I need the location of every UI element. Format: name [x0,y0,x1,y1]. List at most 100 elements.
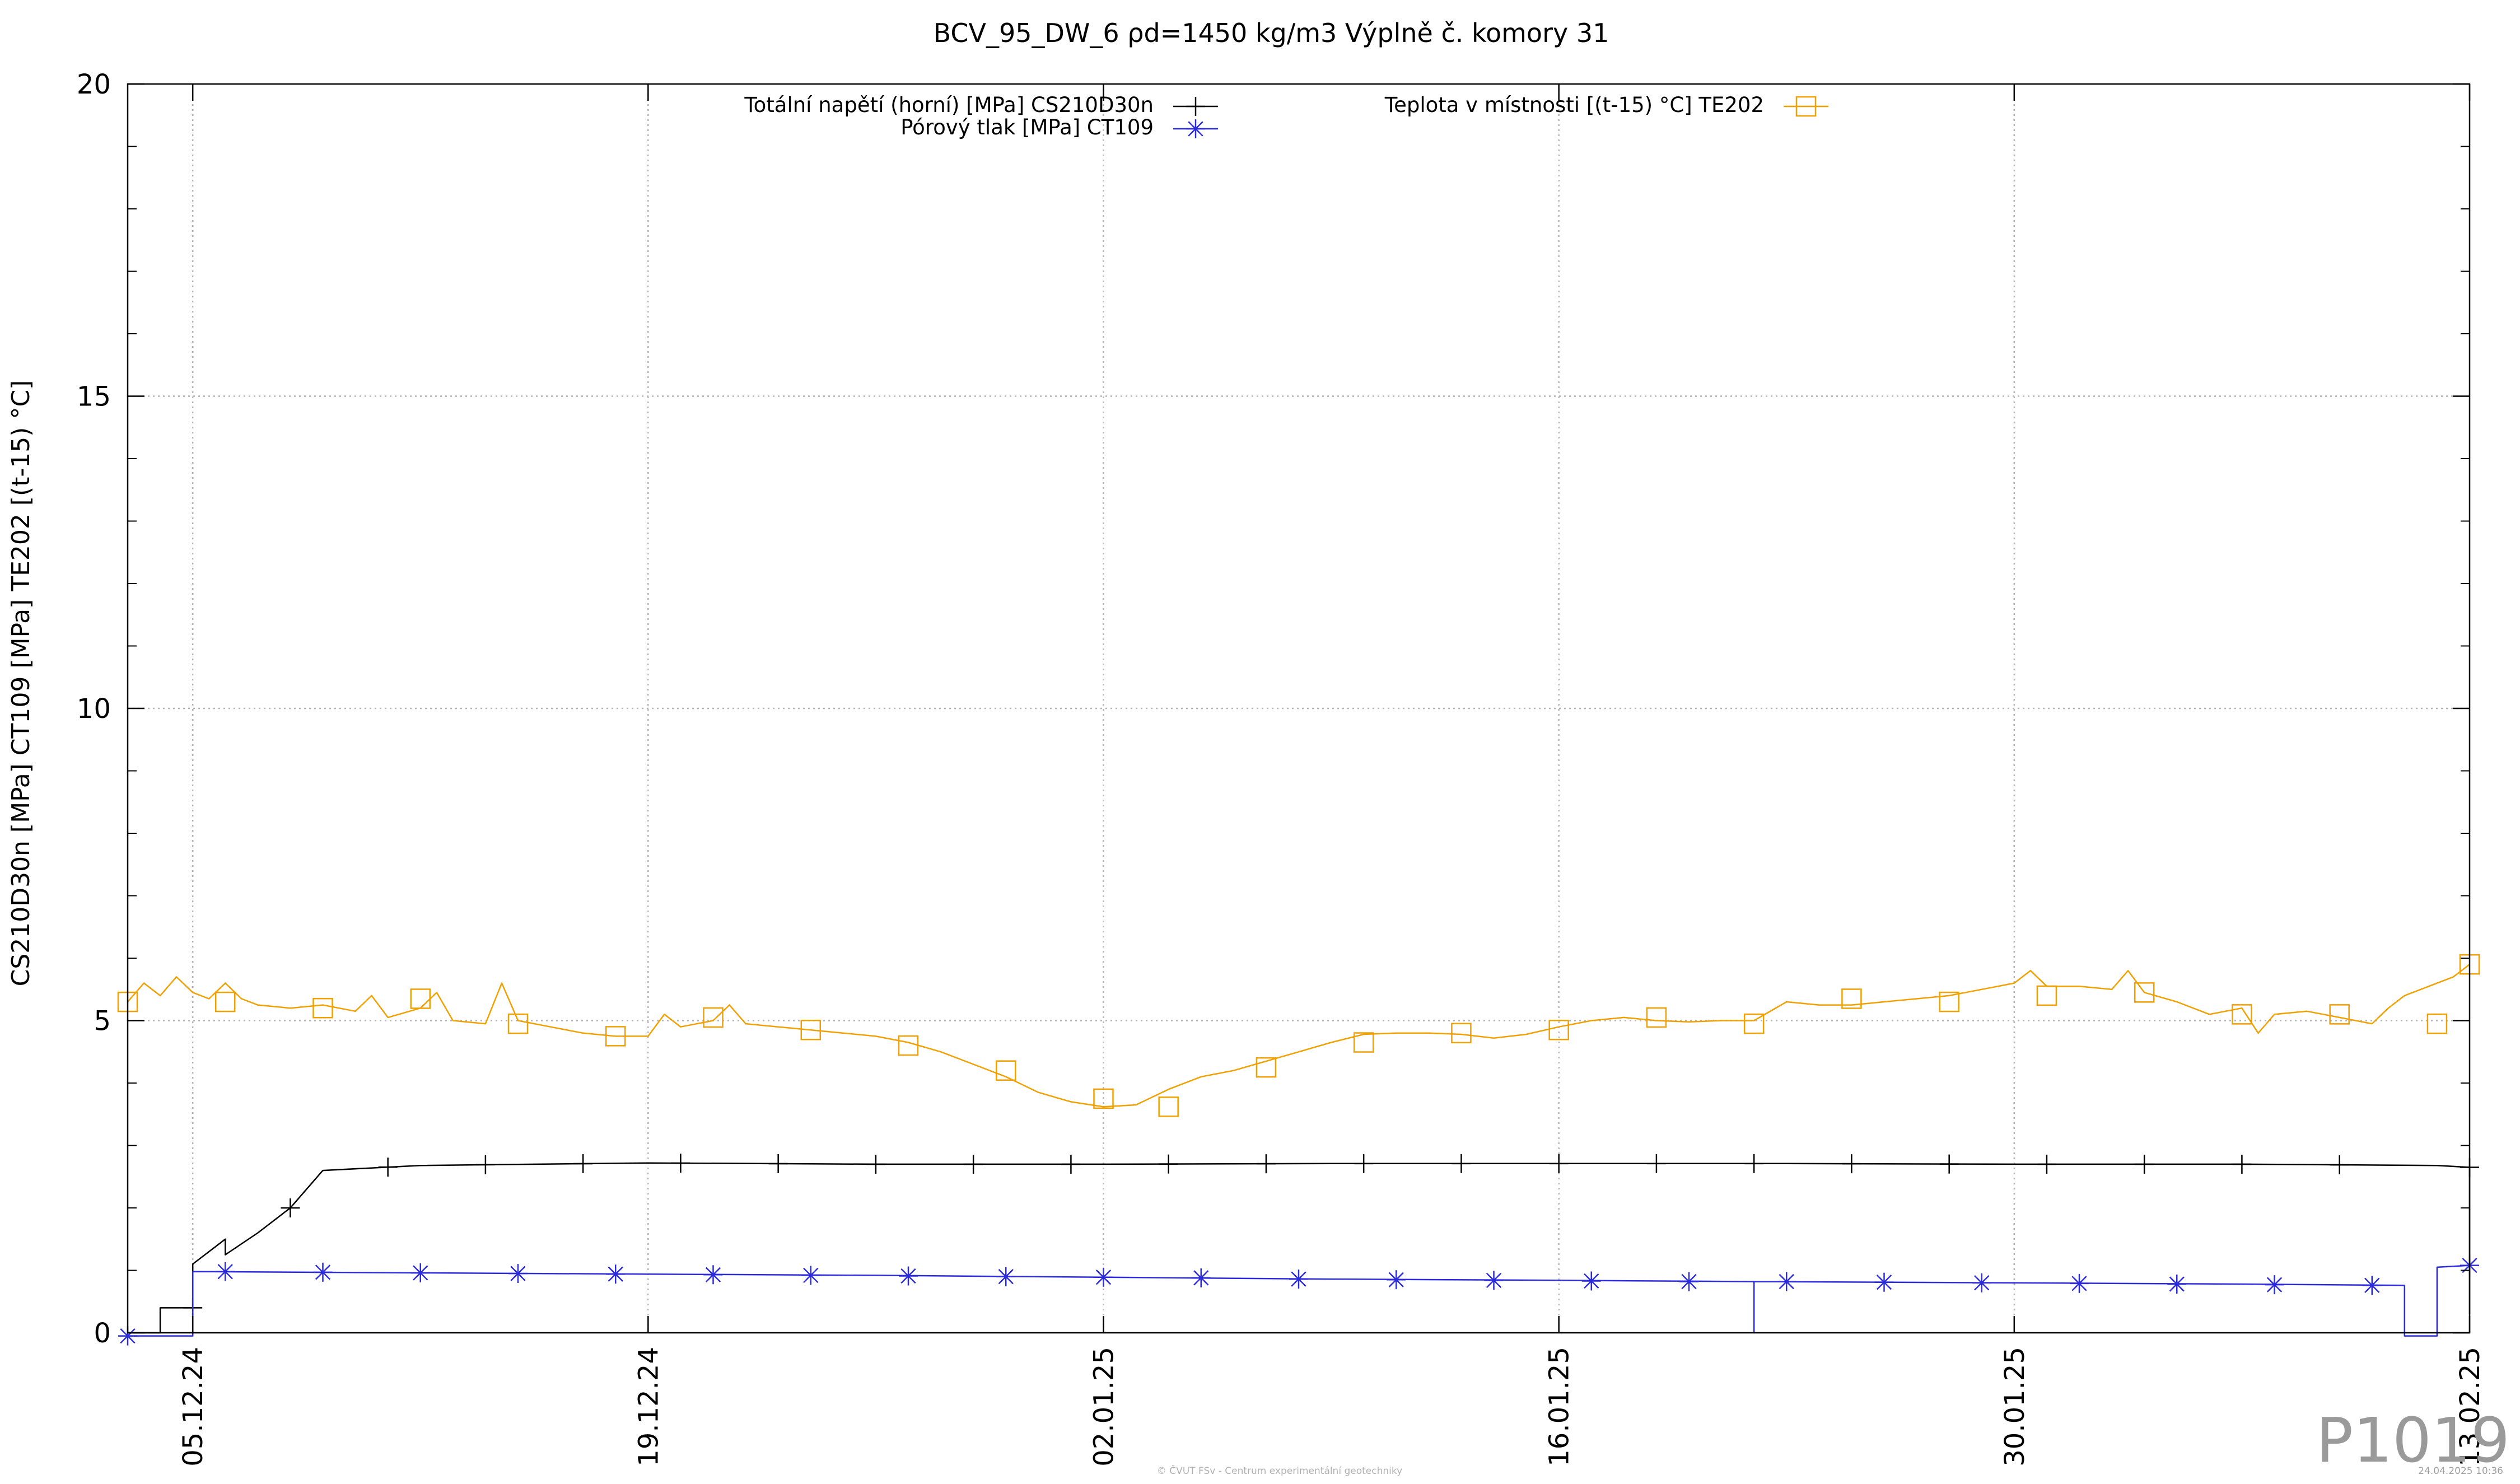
data-point-marker [1186,97,1205,116]
marker-stroke [2071,1276,2087,1291]
data-point-marker [312,997,333,1019]
marker-stroke [413,1265,428,1281]
data-point-marker [899,1266,918,1286]
data-point-marker [1939,991,1959,1012]
data-point-marker [605,1026,626,1047]
x-tick-label: 05.12.24 [178,1347,209,1467]
data-point-marker [475,1155,495,1174]
legend-label: Teplota v místnosti [(t-15) °C] TE202 [1384,93,1764,117]
data-point-marker [800,1019,821,1040]
series-3 [117,954,2480,1117]
data-point-marker [1795,96,1817,117]
y-tick-labels: 0 5 10 15 20 [77,69,111,1349]
marker-stroke [1779,1273,1794,1290]
grid-lines [128,84,2470,1333]
y-tick-label: 10 [77,693,111,725]
footer-timestamp: 24.04.2025 10:36 [2418,1466,2503,1477]
data-point-marker [508,1264,528,1284]
data-point-marker [410,988,431,1009]
marker-stroke [2364,1277,2380,1293]
marker-stroke [1291,1271,1306,1287]
x-tick-labels: 05.12.24 19.12.24 02.01.25 16.01.25 30.01.25… [178,1347,2486,1467]
data-point-marker [703,1007,724,1028]
marker-stroke [510,1266,526,1281]
data-point-marker [1256,1154,1276,1174]
data-point-marker [1777,1272,1796,1291]
data-point-marker [1679,1272,1698,1291]
data-point-marker [1061,1154,1081,1174]
marker-stroke [998,1269,1014,1285]
data-point-marker [1743,1013,1765,1034]
data-point-marker [215,991,236,1012]
data-point-marker [1549,1154,1569,1173]
chart-title: BCV_95_DW_6 ρd=1450 kg/m3 Výplně č. komo… [934,18,1609,48]
data-point-marker [410,1263,430,1282]
marker-stroke [1095,1270,1112,1285]
marker-stroke [1388,1272,1404,1287]
marker-stroke [705,1267,721,1282]
marker-stroke [2169,1276,2185,1292]
data-point-marker [2232,1154,2252,1174]
data-point-marker [378,1158,398,1177]
data-point-marker [996,1267,1016,1286]
series-line [127,964,2470,1108]
data-point-marker [898,1035,919,1056]
data-point-marker [703,1265,723,1285]
data-point-marker [1939,1154,1959,1174]
series-1 [128,1154,2479,1334]
legend-label: Totální napětí (horní) [MPa] CS210D30n [744,93,1154,117]
data-point-marker [2265,1275,2284,1295]
marker-stroke [120,1328,136,1344]
data-point-marker [768,1154,788,1173]
data-point-marker [1874,1272,1894,1292]
data-point-marker [2134,982,2155,1003]
footer-copyright: © ČVUT FSv - Centrum experimentální geot… [1157,1464,1402,1477]
data-point-marker [1972,1273,1991,1292]
x-tick-label: 30.01.25 [1999,1347,2031,1467]
data-point-marker [1354,1154,1374,1173]
data-point-marker [1842,1154,1861,1174]
data-point-marker [1387,1270,1406,1290]
marker-stroke [1188,121,1203,137]
data-point-marker [1158,1096,1179,1117]
y-tick-label: 15 [77,381,111,413]
data-point-marker [1191,1268,1211,1287]
marker-stroke [2266,1277,2283,1292]
data-point-marker [2135,1154,2154,1174]
data-point-marker [671,1154,690,1173]
data-point-marker [1451,1023,1472,1044]
data-point-marker [1452,1154,1471,1173]
data-point-marker [1159,1154,1178,1174]
data-point-marker [606,1264,626,1284]
data-point-marker [573,1154,593,1173]
data-point-marker [2329,1004,2350,1025]
data-point-marker [507,1013,529,1034]
marker-stroke [1193,1270,1209,1286]
marker-stroke [608,1266,623,1282]
data-point-marker [866,1154,885,1174]
data-point-marker [2167,1275,2187,1294]
data-point-marker [1646,1007,1667,1028]
data-point-marker [2037,1154,2056,1174]
marker-stroke [1974,1275,1990,1291]
marker-stroke [315,1264,331,1280]
data-point-marker [996,1060,1016,1081]
data-point-marker [1841,988,1862,1009]
y-tick-label: 5 [94,1006,111,1037]
marker-stroke [900,1268,916,1284]
axis-ticks [128,83,2471,1334]
data-point-marker [216,1262,235,1281]
data-point-marker [2330,1155,2349,1175]
x-tick-label: 02.01.25 [1089,1347,1120,1467]
x-tick-label: 19.12.24 [633,1347,664,1467]
data-point-marker [2232,1004,2252,1025]
data-point-marker [281,1198,300,1217]
data-point-marker [1581,1271,1601,1291]
legend: Totální napětí (horní) [MPa] CS210D30nPó… [744,93,1828,139]
data-point-marker [1353,1032,1374,1053]
marker-stroke [803,1267,819,1284]
data-point-marker [2036,985,2057,1006]
data-point-marker [1646,1154,1666,1173]
data-point-marker [2362,1276,2382,1295]
